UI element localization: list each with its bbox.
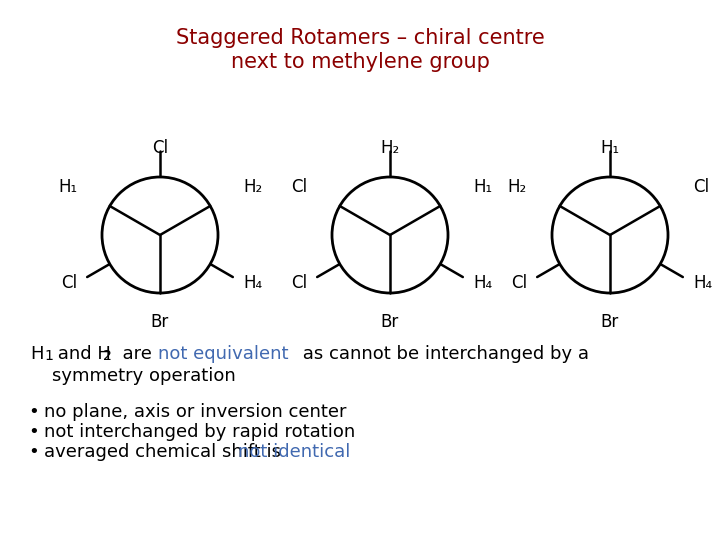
Text: H₁: H₁ xyxy=(600,139,620,157)
Text: not equivalent: not equivalent xyxy=(158,345,289,363)
Text: 1: 1 xyxy=(44,349,53,363)
Circle shape xyxy=(332,177,448,293)
Text: H₄: H₄ xyxy=(473,274,492,292)
Text: not interchanged by rapid rotation: not interchanged by rapid rotation xyxy=(44,423,355,441)
Text: H: H xyxy=(30,345,43,363)
Text: are: are xyxy=(111,345,158,363)
Text: Cl: Cl xyxy=(61,274,77,292)
Text: not identical: not identical xyxy=(238,443,351,461)
Text: H₂: H₂ xyxy=(508,178,527,196)
Text: H₁: H₁ xyxy=(473,178,492,196)
Text: H₂: H₂ xyxy=(380,139,400,157)
Text: as cannot be interchanged by a: as cannot be interchanged by a xyxy=(297,345,589,363)
Text: •: • xyxy=(28,443,39,461)
Text: no plane, axis or inversion center: no plane, axis or inversion center xyxy=(44,403,346,421)
Text: Br: Br xyxy=(151,313,169,330)
Text: •: • xyxy=(28,403,39,421)
Text: Cl: Cl xyxy=(511,274,527,292)
Text: averaged chemical shift is: averaged chemical shift is xyxy=(44,443,287,461)
Circle shape xyxy=(552,177,668,293)
Text: Staggered Rotamers – chiral centre: Staggered Rotamers – chiral centre xyxy=(176,28,544,48)
Text: H₂: H₂ xyxy=(243,178,262,196)
Circle shape xyxy=(102,177,218,293)
Text: 2: 2 xyxy=(103,349,112,363)
Text: Cl: Cl xyxy=(693,178,709,196)
Text: Br: Br xyxy=(601,313,619,330)
Text: Br: Br xyxy=(381,313,399,330)
Text: Cl: Cl xyxy=(291,178,307,196)
Text: symmetry operation: symmetry operation xyxy=(52,367,235,385)
Text: H₁: H₁ xyxy=(58,178,77,196)
Text: Cl: Cl xyxy=(152,139,168,157)
Text: H₄: H₄ xyxy=(243,274,262,292)
Text: and H: and H xyxy=(52,345,111,363)
Text: •: • xyxy=(28,423,39,441)
Text: next to methylene group: next to methylene group xyxy=(230,52,490,72)
Text: H₄: H₄ xyxy=(693,274,712,292)
Text: Cl: Cl xyxy=(291,274,307,292)
